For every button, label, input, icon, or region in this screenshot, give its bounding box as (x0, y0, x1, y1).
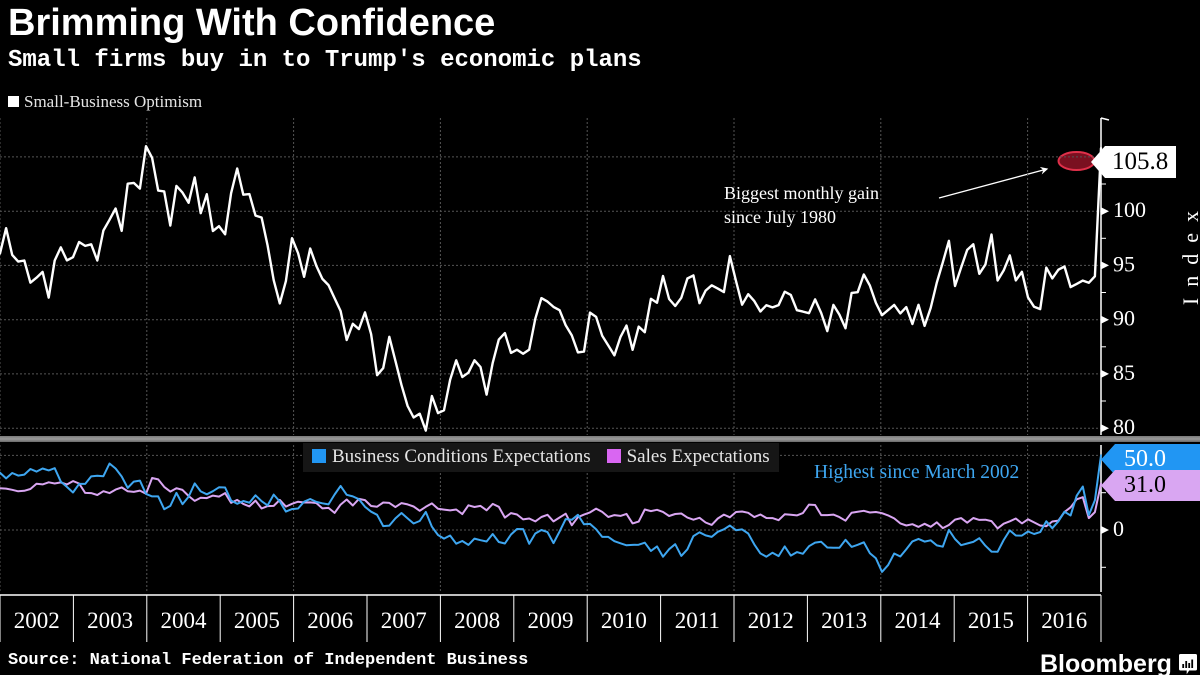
svg-text:2004: 2004 (161, 608, 208, 633)
svg-text:2012: 2012 (748, 608, 794, 633)
svg-text:100: 100 (1113, 197, 1146, 222)
svg-text:2015: 2015 (968, 608, 1014, 633)
svg-text:2007: 2007 (381, 608, 427, 633)
svg-text:2003: 2003 (87, 608, 133, 633)
svg-text:2006: 2006 (307, 608, 353, 633)
svg-text:90: 90 (1113, 306, 1135, 331)
svg-text:2009: 2009 (528, 608, 574, 633)
svg-text:95: 95 (1113, 251, 1135, 276)
svg-text:2005: 2005 (234, 608, 280, 633)
svg-text:2016: 2016 (1041, 608, 1087, 633)
svg-text:2008: 2008 (454, 608, 500, 633)
svg-text:0: 0 (1113, 516, 1124, 541)
svg-text:2002: 2002 (14, 608, 60, 633)
svg-text:2014: 2014 (895, 608, 942, 633)
svg-text:2013: 2013 (821, 608, 867, 633)
svg-text:85: 85 (1113, 360, 1135, 385)
svg-text:2010: 2010 (601, 608, 647, 633)
svg-text:2011: 2011 (675, 608, 720, 633)
